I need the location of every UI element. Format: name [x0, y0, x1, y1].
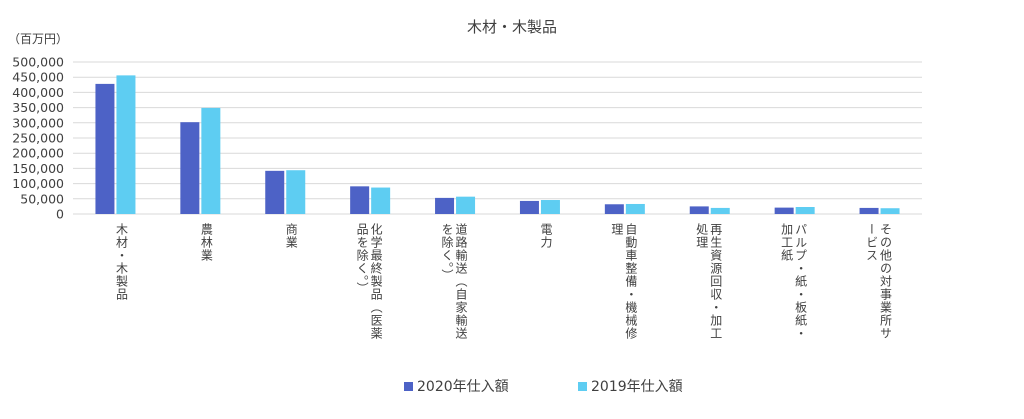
legend-label: 2020年仕入額: [417, 379, 509, 395]
x-category-label-line: を除く。）: [440, 223, 454, 282]
y-tick-label: 300,000: [12, 115, 64, 130]
x-category-label-line: 電力: [539, 223, 553, 249]
bar: [795, 207, 815, 214]
x-category-label-line: 農林業: [199, 223, 213, 262]
bar: [880, 208, 900, 214]
y-tick-label: 250,000: [12, 131, 64, 146]
bar: [604, 204, 624, 214]
chart-title: 木材・木製品: [467, 18, 557, 36]
x-category-label-line: 道路輸送（自家輸送: [454, 223, 468, 340]
y-tick-label: 200,000: [12, 146, 64, 161]
x-category-label: パルプ・紙・板紙・加工紙: [780, 223, 808, 340]
bar: [859, 207, 879, 214]
bar: [774, 207, 794, 214]
y-tick-label: 150,000: [12, 161, 64, 176]
bar: [116, 75, 136, 214]
bar: [710, 207, 730, 214]
x-category-label-line: 再生資源回収・加工: [709, 223, 723, 340]
legend-label: 2019年仕入額: [591, 379, 683, 395]
x-category-label-line: その他の対事業所サ: [879, 223, 893, 340]
x-category-label: 電力: [539, 223, 553, 249]
bar: [180, 122, 200, 214]
y-tick-label: 50,000: [20, 191, 64, 206]
y-tick-label: 500,000: [12, 55, 64, 70]
bar: [350, 186, 370, 214]
x-category-label-line: パルプ・紙・板紙・: [794, 223, 808, 340]
y-unit-label: （百万円）: [8, 32, 68, 46]
bar: [456, 196, 476, 214]
x-category-label: 商業: [284, 222, 298, 249]
bars-layer: [95, 75, 900, 214]
bar: [286, 170, 306, 214]
bar: [625, 203, 645, 214]
x-category-label-line: 加工紙: [780, 223, 794, 262]
grid-layer: [73, 61, 922, 215]
bar: [540, 200, 560, 214]
x-category-label-line: 自動車整備・機械修: [624, 223, 638, 340]
x-category-label-line: 処理: [695, 223, 709, 249]
x-category-label-line: 化学最終製品（医薬: [369, 223, 383, 340]
x-category-label-line: 商業: [284, 222, 298, 249]
y-tick-label: 0: [56, 207, 64, 222]
x-category-label-line: 木材・木製品: [114, 223, 128, 301]
y-tick-label: 350,000: [12, 100, 64, 115]
bar: [435, 197, 455, 214]
y-tick-label: 450,000: [12, 70, 64, 85]
x-category-label: 木材・木製品: [114, 223, 128, 301]
y-tick-label: 400,000: [12, 85, 64, 100]
x-category-label-line: 理: [610, 223, 624, 236]
y-axis: 050,000100,000150,000200,000250,000300,0…: [12, 55, 64, 222]
x-category-label-line: 品を除く。）: [355, 223, 369, 295]
x-category-label-line: ービス: [865, 223, 879, 262]
bar: [95, 83, 115, 214]
x-category-label: 農林業: [199, 223, 213, 262]
bar: [265, 170, 285, 214]
legend-swatch: [404, 382, 413, 391]
bar: [689, 206, 709, 214]
bar: [371, 187, 391, 214]
bar: [519, 200, 539, 214]
legend: 2020年仕入額 2019年仕入額: [404, 379, 683, 395]
legend-swatch: [578, 382, 587, 391]
y-tick-label: 100,000: [12, 176, 64, 191]
bar: [201, 107, 221, 214]
